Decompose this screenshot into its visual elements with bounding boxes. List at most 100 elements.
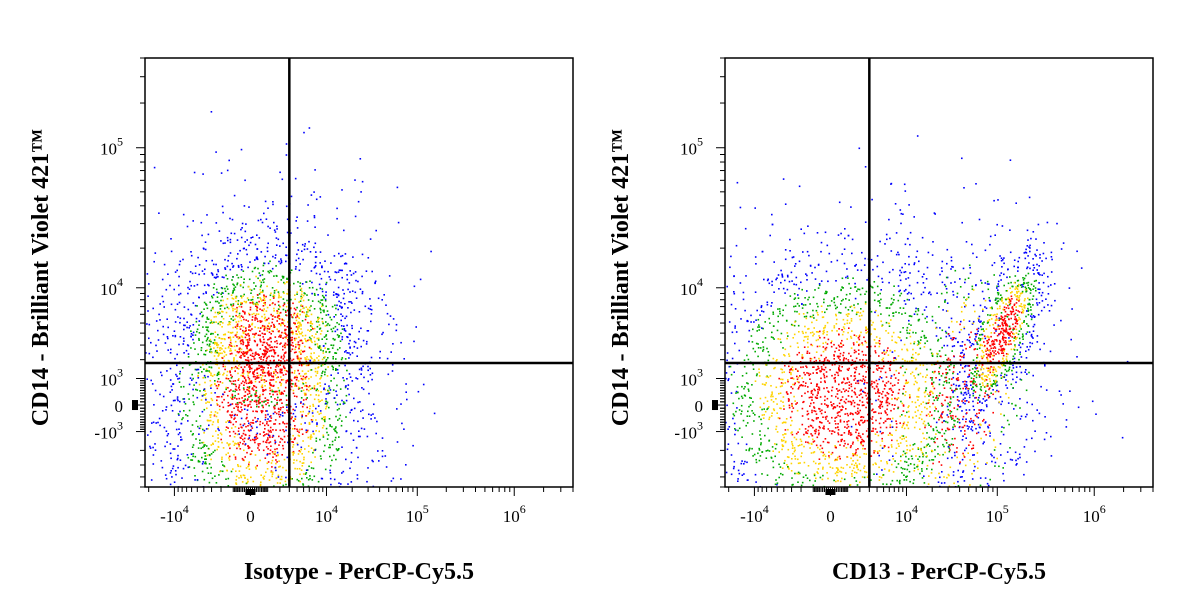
event-dot xyxy=(828,252,831,255)
event-dot xyxy=(313,352,315,354)
event-dot xyxy=(812,419,815,422)
event-dot xyxy=(202,446,204,449)
event-dot xyxy=(922,364,925,367)
event-dot xyxy=(760,438,762,440)
event-dot xyxy=(169,443,172,445)
event-dot xyxy=(948,381,950,384)
event-dot xyxy=(177,445,179,447)
event-dot xyxy=(339,340,342,342)
event-dot xyxy=(234,296,237,298)
event-dot xyxy=(336,334,339,336)
event-dot xyxy=(984,306,986,308)
event-dot xyxy=(874,411,877,413)
event-dot xyxy=(730,373,733,376)
event-dot xyxy=(764,337,767,339)
event-dot xyxy=(256,305,258,308)
event-dot xyxy=(221,352,223,355)
event-dot xyxy=(940,375,943,377)
event-dot xyxy=(305,372,307,375)
event-dot xyxy=(918,341,920,344)
event-dot xyxy=(775,386,778,389)
event-dot xyxy=(865,371,867,373)
event-dot xyxy=(248,437,250,439)
event-dot xyxy=(213,374,216,376)
event-dot xyxy=(881,359,883,361)
event-dot xyxy=(197,372,200,374)
event-dot xyxy=(908,255,910,258)
event-dot xyxy=(262,369,264,371)
event-dot xyxy=(238,378,240,380)
event-dot xyxy=(336,296,338,298)
event-dot xyxy=(855,368,857,371)
event-dot xyxy=(271,267,274,270)
event-dot xyxy=(281,454,283,456)
event-dot xyxy=(925,438,928,440)
event-dot xyxy=(901,435,903,437)
y-tick-label: 104 xyxy=(100,275,123,299)
event-dot xyxy=(842,359,845,362)
event-dot xyxy=(221,338,224,340)
event-dot xyxy=(845,408,847,410)
event-dot xyxy=(761,473,763,475)
event-dot xyxy=(263,475,266,478)
event-dot xyxy=(248,341,250,344)
event-dot xyxy=(300,357,302,360)
event-dot xyxy=(847,414,849,417)
event-dot xyxy=(344,262,347,264)
event-dot xyxy=(209,379,212,382)
event-dot xyxy=(263,325,266,328)
event-dot xyxy=(316,337,319,340)
event-dot xyxy=(285,469,287,472)
event-dot xyxy=(810,396,812,398)
event-dot xyxy=(273,275,275,277)
event-dot xyxy=(271,451,274,453)
event-dot xyxy=(216,350,218,352)
event-dot xyxy=(819,336,821,339)
event-dot xyxy=(194,334,197,336)
event-dot xyxy=(269,452,271,455)
event-dot xyxy=(859,469,862,472)
event-dot xyxy=(224,365,226,368)
event-dot xyxy=(251,388,254,390)
event-dot xyxy=(210,458,212,461)
event-dot xyxy=(370,356,373,359)
event-dot xyxy=(904,271,907,273)
event-dot xyxy=(290,232,292,234)
event-dot xyxy=(863,465,866,467)
event-dot xyxy=(291,336,293,339)
event-dot xyxy=(166,434,169,437)
event-dot xyxy=(335,358,337,360)
event-dot xyxy=(300,339,303,342)
event-dot xyxy=(318,346,321,349)
event-dot xyxy=(300,402,302,404)
event-dot xyxy=(932,396,935,398)
event-dot xyxy=(338,300,340,303)
event-dot xyxy=(181,477,183,479)
event-dot xyxy=(327,390,330,393)
event-dot xyxy=(309,477,311,480)
event-dot xyxy=(929,390,932,392)
event-dot xyxy=(229,370,231,372)
event-dot xyxy=(820,381,822,383)
event-dot xyxy=(240,406,242,409)
event-dot xyxy=(813,474,816,477)
event-dot xyxy=(217,322,220,325)
event-dot xyxy=(281,368,283,371)
event-dot xyxy=(736,386,739,388)
event-dot xyxy=(396,186,399,189)
event-dot xyxy=(203,388,206,390)
event-dot xyxy=(855,472,858,474)
event-dot xyxy=(308,423,311,425)
event-dot xyxy=(352,272,355,275)
event-dot xyxy=(320,412,322,415)
event-dot xyxy=(158,313,160,316)
event-dot xyxy=(243,440,245,443)
event-dot xyxy=(256,234,258,236)
event-dot xyxy=(234,380,237,382)
event-dot xyxy=(904,359,906,362)
event-dot xyxy=(278,435,280,438)
event-dot xyxy=(886,413,889,416)
event-dot xyxy=(248,324,251,326)
event-dot xyxy=(255,468,257,470)
event-dot xyxy=(234,413,236,416)
